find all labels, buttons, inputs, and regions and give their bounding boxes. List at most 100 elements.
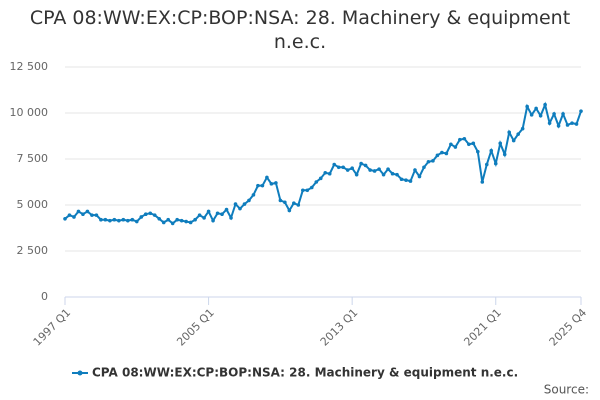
point xyxy=(126,218,130,223)
point xyxy=(76,209,81,214)
point xyxy=(449,142,453,147)
point xyxy=(175,217,179,222)
point xyxy=(242,202,247,206)
point xyxy=(561,112,565,116)
point xyxy=(395,172,399,177)
point xyxy=(238,206,242,211)
point xyxy=(202,216,206,220)
point xyxy=(292,201,296,205)
point xyxy=(422,165,426,170)
point xyxy=(480,180,485,184)
point xyxy=(251,193,256,197)
point xyxy=(108,218,112,223)
line xyxy=(64,101,582,225)
source: Source: xyxy=(544,383,589,397)
point xyxy=(345,168,350,172)
point xyxy=(413,168,417,172)
legend-label: CPA 08:WW:EX:CP:BOP:NSA: 28. Machinery &… xyxy=(92,366,518,380)
point xyxy=(67,213,72,217)
point xyxy=(305,188,310,193)
point xyxy=(435,153,440,158)
point xyxy=(489,148,494,153)
point xyxy=(431,159,435,163)
y-tick-label: 2 500 xyxy=(17,244,49,257)
x-tick-label: 2013 Q1 xyxy=(318,306,361,349)
point xyxy=(224,207,229,212)
point xyxy=(529,113,534,117)
point xyxy=(166,217,170,222)
point xyxy=(260,183,265,188)
point xyxy=(309,185,314,190)
point xyxy=(85,209,90,214)
point xyxy=(552,112,556,116)
point xyxy=(206,209,211,214)
point xyxy=(426,159,431,164)
point xyxy=(471,141,476,146)
point xyxy=(296,203,301,207)
point xyxy=(354,172,359,177)
point xyxy=(336,165,341,170)
point xyxy=(139,215,144,219)
point xyxy=(143,212,148,216)
point xyxy=(247,198,251,203)
point xyxy=(323,171,328,175)
point xyxy=(283,200,287,205)
point xyxy=(327,171,332,176)
point xyxy=(94,213,99,217)
point xyxy=(193,217,197,222)
point xyxy=(170,221,175,226)
point xyxy=(197,213,202,217)
point xyxy=(404,178,408,182)
point xyxy=(543,102,547,107)
x-tick-label: 2021 Q1 xyxy=(461,306,504,349)
point xyxy=(498,141,503,146)
point xyxy=(507,130,512,135)
point xyxy=(368,168,372,172)
point xyxy=(547,121,552,125)
point xyxy=(462,136,467,141)
point xyxy=(390,171,395,176)
point xyxy=(332,162,337,167)
point xyxy=(377,167,381,171)
point xyxy=(372,169,377,173)
point xyxy=(381,172,386,177)
point xyxy=(287,208,292,213)
point xyxy=(157,217,162,221)
point xyxy=(408,179,413,183)
point xyxy=(233,202,238,206)
point xyxy=(152,213,157,217)
point xyxy=(72,215,76,219)
point xyxy=(520,126,525,131)
point xyxy=(386,167,390,171)
point xyxy=(440,150,444,155)
x-tick-label: 2005 Q1 xyxy=(174,306,217,349)
point xyxy=(444,151,449,156)
point xyxy=(99,217,103,222)
y-tick-label: 0 xyxy=(41,290,48,303)
point xyxy=(117,218,121,223)
point xyxy=(574,122,579,126)
point xyxy=(215,211,220,216)
point xyxy=(112,217,117,222)
point xyxy=(502,152,507,157)
point xyxy=(274,181,278,185)
point xyxy=(350,166,354,170)
point xyxy=(278,198,283,203)
point xyxy=(103,217,108,222)
point xyxy=(134,219,139,224)
point xyxy=(534,106,538,111)
point xyxy=(318,176,323,181)
point xyxy=(493,161,498,166)
point xyxy=(565,123,570,127)
point xyxy=(211,218,215,223)
point xyxy=(579,109,583,113)
y-tick-label: 7 500 xyxy=(17,152,49,165)
y-tick-label: 10 000 xyxy=(10,106,49,119)
point xyxy=(467,142,471,147)
point xyxy=(121,217,126,222)
chart-title: CPA 08:WW:EX:CP:BOP:NSA: 28. Machinery &… xyxy=(29,7,571,53)
point xyxy=(484,162,489,167)
point xyxy=(179,218,184,223)
